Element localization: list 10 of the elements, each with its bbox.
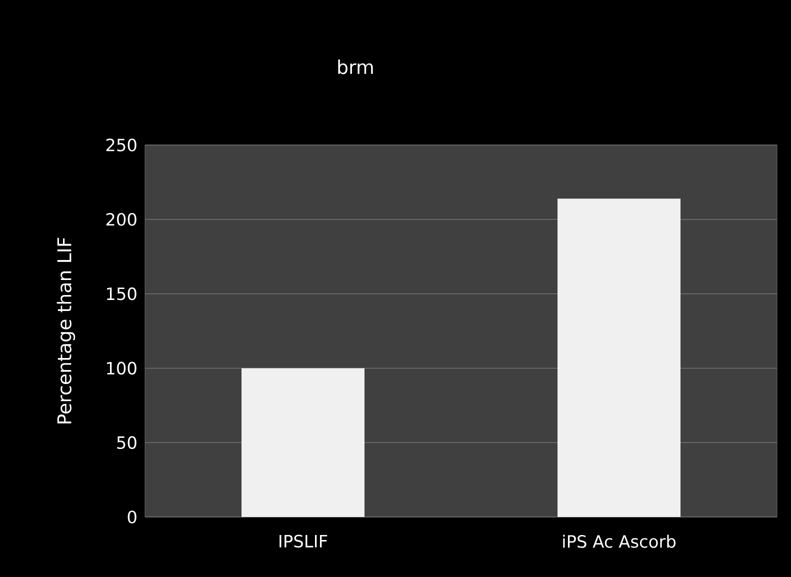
- y-tick-label: 50: [117, 436, 136, 449]
- x-tick-label: iPS Ac Ascorb: [563, 534, 676, 548]
- chart-title: brm: [338, 60, 373, 74]
- x-tick-label: IPSLIF: [280, 534, 328, 548]
- y-axis-title: Percentage than LIF: [56, 238, 76, 424]
- y-tick-label: 250: [106, 138, 136, 152]
- y-tick-label: 0: [128, 510, 136, 524]
- y-tick-label: 150: [107, 287, 136, 300]
- y-tick-label: 100: [107, 362, 136, 375]
- y-tick-label: 200: [106, 212, 136, 226]
